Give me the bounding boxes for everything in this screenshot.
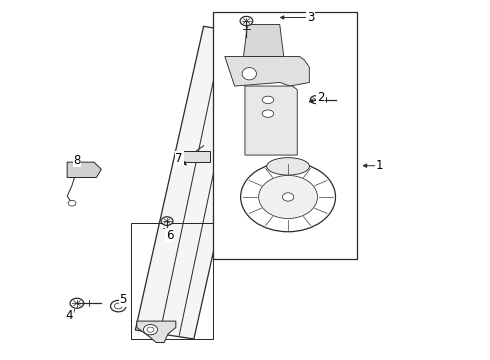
- Circle shape: [161, 217, 173, 225]
- Text: 2: 2: [317, 91, 324, 104]
- Circle shape: [240, 17, 253, 26]
- Bar: [183, 151, 210, 162]
- Polygon shape: [244, 24, 284, 57]
- Circle shape: [282, 193, 294, 201]
- Bar: [130, 223, 213, 339]
- Text: 1: 1: [375, 159, 383, 172]
- Ellipse shape: [262, 96, 274, 104]
- Ellipse shape: [262, 110, 274, 117]
- Circle shape: [259, 175, 318, 219]
- Polygon shape: [137, 321, 176, 342]
- Bar: [213, 12, 357, 258]
- Circle shape: [111, 300, 126, 312]
- Circle shape: [241, 162, 336, 232]
- Polygon shape: [67, 162, 101, 177]
- Text: 7: 7: [175, 152, 183, 165]
- Ellipse shape: [242, 68, 256, 80]
- Polygon shape: [245, 86, 297, 155]
- Circle shape: [68, 201, 76, 206]
- Polygon shape: [225, 57, 309, 86]
- Circle shape: [70, 298, 84, 308]
- Text: 6: 6: [166, 229, 173, 242]
- Text: 5: 5: [120, 293, 127, 306]
- Circle shape: [147, 327, 154, 332]
- Text: 4: 4: [66, 309, 74, 322]
- Ellipse shape: [267, 158, 309, 175]
- Circle shape: [115, 303, 122, 309]
- Text: 8: 8: [73, 154, 80, 167]
- Text: 3: 3: [307, 11, 315, 24]
- Polygon shape: [135, 26, 262, 339]
- Circle shape: [144, 324, 157, 335]
- Circle shape: [310, 96, 321, 104]
